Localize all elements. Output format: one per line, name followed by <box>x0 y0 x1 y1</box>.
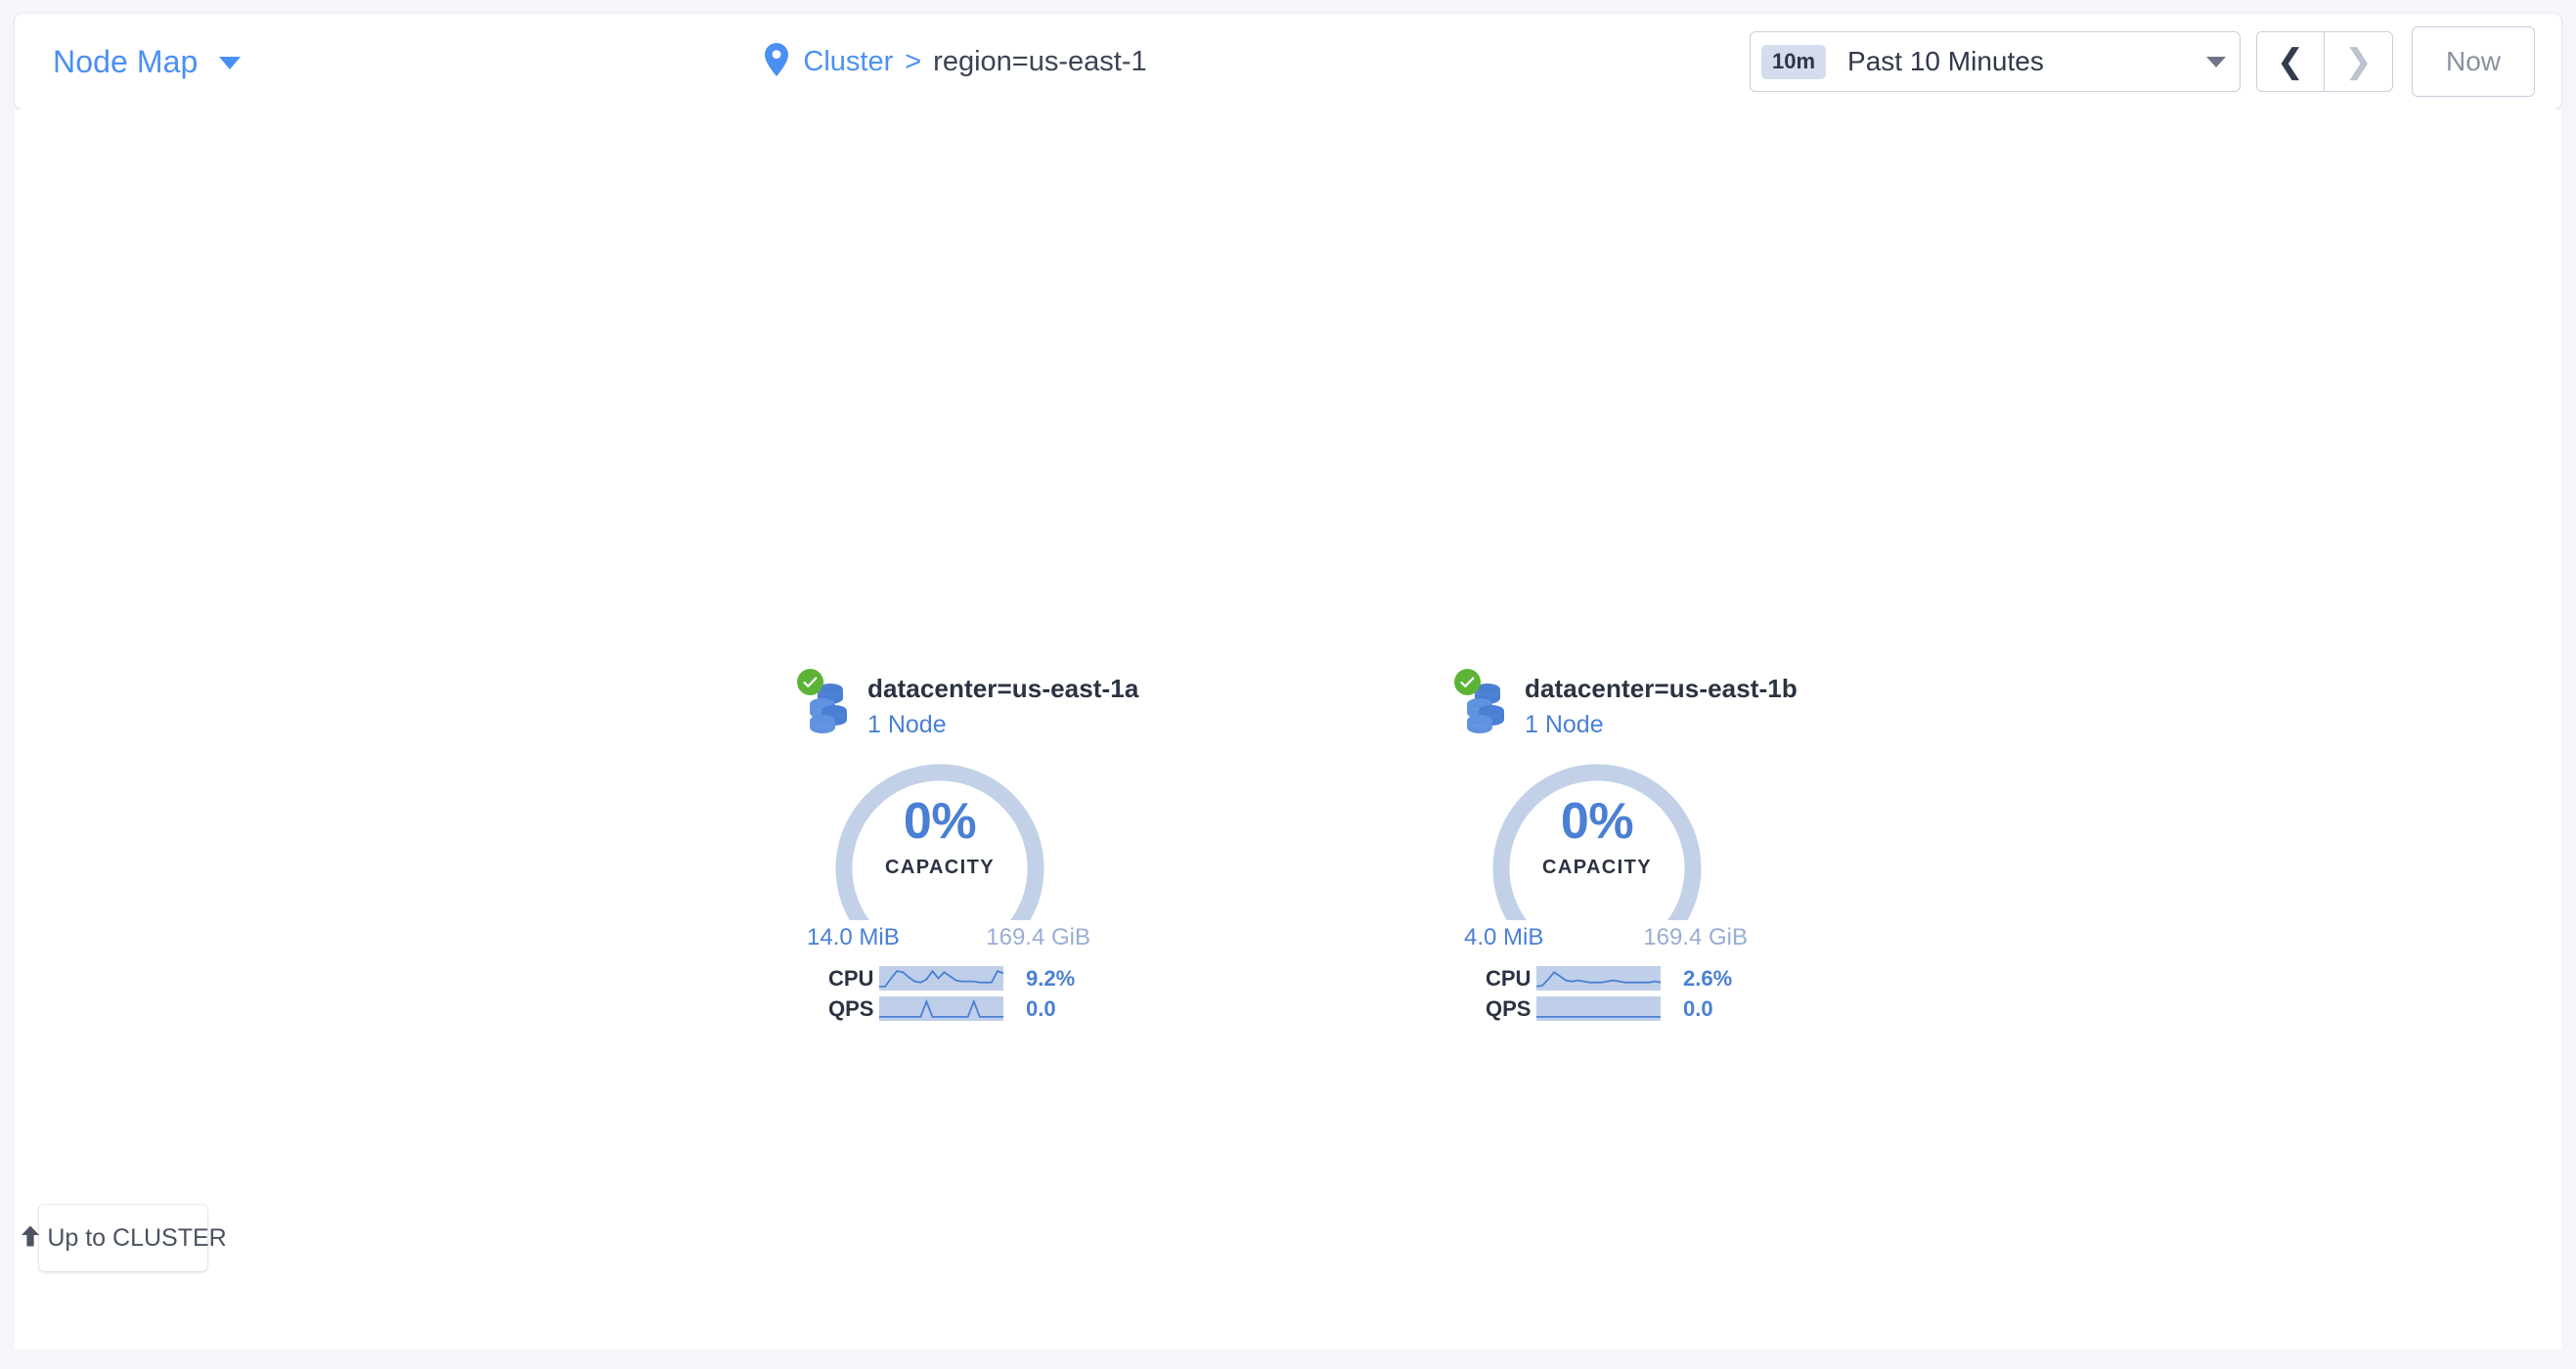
metric-row: CPU 2.6% <box>1464 963 1914 994</box>
database-stack-icon <box>1454 669 1509 733</box>
check-circle-icon <box>797 669 823 695</box>
metric-label: QPS <box>828 995 874 1021</box>
node-group-title: datacenter=us-east-1b <box>1525 674 1798 703</box>
metric-list: CPU 2.6% QPS 0.0 <box>1464 963 1914 1024</box>
capacity-percent: 0% <box>1560 793 1634 850</box>
check-circle-icon <box>1454 669 1481 695</box>
capacity-used: 4.0 MiB <box>1464 924 1544 950</box>
sparkline-chart <box>1536 996 1661 1021</box>
metric-label: QPS <box>1486 995 1532 1021</box>
node-group-titles: datacenter=us-east-1a 1 Node <box>867 672 1138 739</box>
capacity-caption: CAPACITY <box>885 857 995 878</box>
node-group[interactable]: datacenter=us-east-1b 1 Node 0% CAPACITY 4.0… <box>1454 669 1914 1024</box>
location-pin-icon <box>764 42 789 81</box>
breadcrumb-link-cluster[interactable]: Cluster <box>803 45 894 77</box>
node-group-node-count: 1 Node <box>867 711 947 738</box>
chevron-down-icon <box>2206 56 2226 67</box>
metric-value: 9.2% <box>1026 965 1076 991</box>
chevron-right-icon: ❯ <box>2344 43 2373 80</box>
metric-value: 0.0 <box>1683 995 1713 1021</box>
node-group-header[interactable]: datacenter=us-east-1a 1 Node <box>797 669 1257 739</box>
node-group[interactable]: datacenter=us-east-1a 1 Node 0% CAPACITY 14.… <box>797 669 1257 1024</box>
view-picker-dropdown[interactable]: Node Map <box>15 14 337 110</box>
sparkline-chart <box>879 996 1003 1021</box>
node-group-header[interactable]: datacenter=us-east-1b 1 Node <box>1454 669 1914 739</box>
breadcrumb: Cluster > region=us-east-1 <box>337 14 1750 110</box>
now-button-label: Now <box>2445 46 2501 76</box>
metric-row: QPS 0.0 <box>1464 994 1914 1024</box>
capacity-values: 4.0 MiB 169.4 GiB <box>1464 924 1748 951</box>
breadcrumb-current: region=us-east-1 <box>933 45 1147 77</box>
capacity-gauge-center: 0% CAPACITY <box>813 796 1067 879</box>
node-group-title: datacenter=us-east-1a <box>867 674 1139 703</box>
metric-row: QPS 0.0 <box>807 994 1257 1024</box>
metric-value: 2.6% <box>1683 965 1733 991</box>
up-to-cluster-label: Up to CLUSTER <box>47 1223 227 1252</box>
capacity-values: 14.0 MiB 169.4 GiB <box>807 924 1090 951</box>
header-bar: Node Map Cluster > region=us-east-1 10m … <box>15 14 2561 110</box>
up-to-cluster-button[interactable]: Up to CLUSTER <box>22 1205 227 1271</box>
arrow-up-icon <box>20 1224 41 1253</box>
now-button[interactable]: Now <box>2412 26 2535 97</box>
capacity-total: 169.4 GiB <box>1643 924 1748 950</box>
metric-label: CPU <box>828 965 874 991</box>
view-picker-label: Node Map <box>53 43 199 79</box>
chevron-down-icon <box>219 57 242 69</box>
metric-value: 0.0 <box>1026 995 1056 1021</box>
metric-label: CPU <box>1486 965 1532 991</box>
metric-row: CPU 9.2% <box>807 963 1257 994</box>
time-range-select[interactable]: 10m Past 10 Minutes <box>1750 31 2241 92</box>
node-group-titles: datacenter=us-east-1b 1 Node <box>1525 672 1798 739</box>
previous-period-button[interactable]: ❮ <box>2256 31 2325 92</box>
metric-list: CPU 9.2% QPS 0.0 <box>807 963 1257 1024</box>
capacity-used: 14.0 MiB <box>807 924 900 950</box>
capacity-gauge-center: 0% CAPACITY <box>1470 796 1724 879</box>
breadcrumb-separator: > <box>905 45 922 77</box>
time-step-buttons: ❮ ❯ <box>2256 31 2393 92</box>
next-period-button[interactable]: ❯ <box>2325 31 2393 92</box>
time-range-label: Past 10 Minutes <box>1847 46 2044 76</box>
database-stack-icon <box>797 669 852 733</box>
capacity-gauge: 0% CAPACITY <box>813 749 1067 920</box>
node-map-canvas: datacenter=us-east-1a 1 Node 0% CAPACITY 14.… <box>15 110 2561 1349</box>
chevron-left-icon: ❮ <box>2276 43 2305 80</box>
time-controls: 10m Past 10 Minutes ❮ ❯ Now <box>1750 26 2561 97</box>
sparkline-chart <box>879 966 1003 991</box>
sparkline-chart <box>1536 966 1661 991</box>
capacity-total: 169.4 GiB <box>986 924 1090 950</box>
capacity-gauge: 0% CAPACITY <box>1470 749 1724 920</box>
capacity-caption: CAPACITY <box>1542 857 1652 878</box>
time-range-badge: 10m <box>1761 44 1827 79</box>
node-group-node-count: 1 Node <box>1525 711 1604 738</box>
capacity-percent: 0% <box>903 793 977 850</box>
